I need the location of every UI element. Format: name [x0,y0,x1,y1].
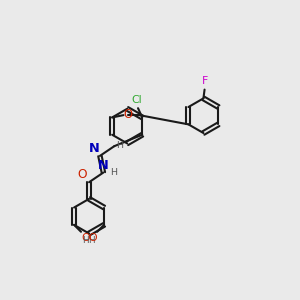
Text: O: O [124,108,133,121]
Text: O: O [81,233,90,243]
Text: O: O [88,233,97,243]
Text: H: H [117,141,124,150]
Text: F: F [201,76,208,86]
Text: O: O [78,168,87,181]
Text: N: N [89,142,100,155]
Text: H: H [82,236,88,245]
Text: H: H [88,236,95,245]
Text: Cl: Cl [132,95,142,105]
Text: N: N [98,159,108,172]
Text: H: H [110,169,117,178]
